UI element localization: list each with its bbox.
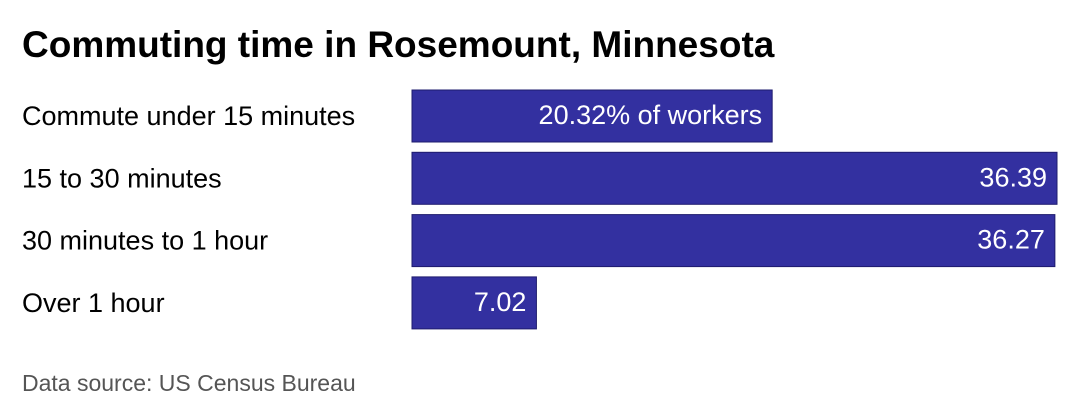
value-label: 7.02 xyxy=(474,287,527,317)
value-label: 20.32% of workers xyxy=(539,100,763,130)
category-label: Over 1 hour xyxy=(22,288,165,318)
bar xyxy=(411,276,537,330)
bar xyxy=(411,89,773,143)
bar xyxy=(411,151,1058,205)
chart-title: Commuting time in Rosemount, Minnesota xyxy=(22,24,775,65)
value-label: 36.39 xyxy=(979,162,1047,192)
bar xyxy=(411,214,1056,268)
category-label: 30 minutes to 1 hour xyxy=(22,226,268,256)
value-label: 36.27 xyxy=(977,225,1045,255)
category-label: 15 to 30 minutes xyxy=(22,163,222,193)
source-note: Data source: US Census Bureau xyxy=(22,370,356,396)
category-label: Commute under 15 minutes xyxy=(22,101,355,131)
